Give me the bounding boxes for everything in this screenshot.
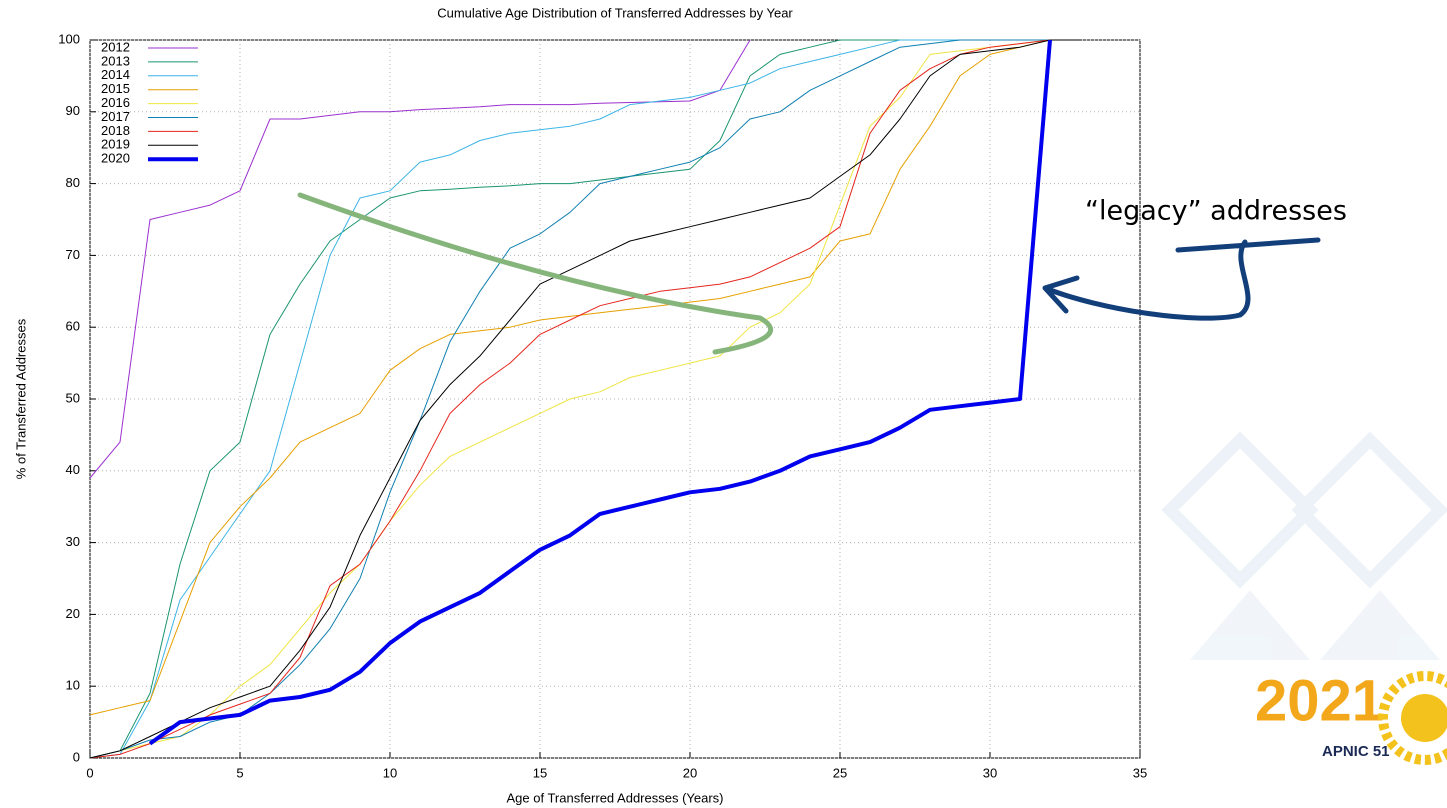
legend-label: 2020	[101, 151, 130, 166]
series-line	[90, 40, 750, 478]
legend-label: 2019	[101, 137, 130, 152]
y-tick-label: 30	[66, 534, 80, 549]
y-tick-label: 90	[66, 103, 80, 118]
x-tick-label: 10	[383, 765, 397, 780]
legend-label: 2017	[101, 109, 130, 124]
logo-year: 2021	[1255, 668, 1384, 733]
slide: Cumulative Age Distribution of Transferr…	[0, 0, 1447, 808]
x-tick-label: 30	[983, 765, 997, 780]
y-tick-label: 50	[66, 390, 80, 405]
chart-title: Cumulative Age Distribution of Transferr…	[437, 5, 793, 20]
legend-label: 2018	[101, 123, 130, 138]
y-tick-label: 100	[58, 31, 80, 46]
legend-label: 2012	[101, 39, 130, 54]
y-tick-label: 70	[66, 247, 80, 262]
series-line	[90, 40, 1080, 715]
x-axis-label: Age of Transferred Addresses (Years)	[506, 790, 723, 805]
x-tick-label: 25	[833, 765, 847, 780]
y-tick-label: 10	[66, 678, 80, 693]
logo-sun-core	[1401, 694, 1447, 742]
trend-arrow	[300, 195, 771, 352]
x-tick-label: 20	[683, 765, 697, 780]
legacy-arrow	[1045, 240, 1318, 318]
y-axis-label: % of Transferred Addresses	[13, 318, 28, 479]
y-tick-label: 0	[73, 749, 80, 764]
legend-label: 2014	[101, 67, 130, 82]
y-tick-label: 40	[66, 462, 80, 477]
x-tick-label: 0	[86, 765, 93, 780]
logo-event: APNIC 51	[1322, 743, 1390, 760]
watermark	[1170, 440, 1440, 660]
legend-label: 2013	[101, 53, 130, 68]
x-tick-label: 35	[1133, 765, 1147, 780]
y-tick-label: 80	[66, 175, 80, 190]
y-tick-label: 60	[66, 319, 80, 334]
annotation: “legacy” addresses	[1085, 196, 1347, 227]
plot: 0 5 10 15 20 25 30 35 0 10 20 30 40 50 60 70 80 90 100	[58, 31, 1147, 780]
legend-label: 2015	[101, 81, 130, 96]
legend-label: 2016	[101, 95, 130, 110]
x-tick-label: 15	[533, 765, 547, 780]
y-tick-label: 20	[66, 606, 80, 621]
x-tick-label: 5	[236, 765, 243, 780]
